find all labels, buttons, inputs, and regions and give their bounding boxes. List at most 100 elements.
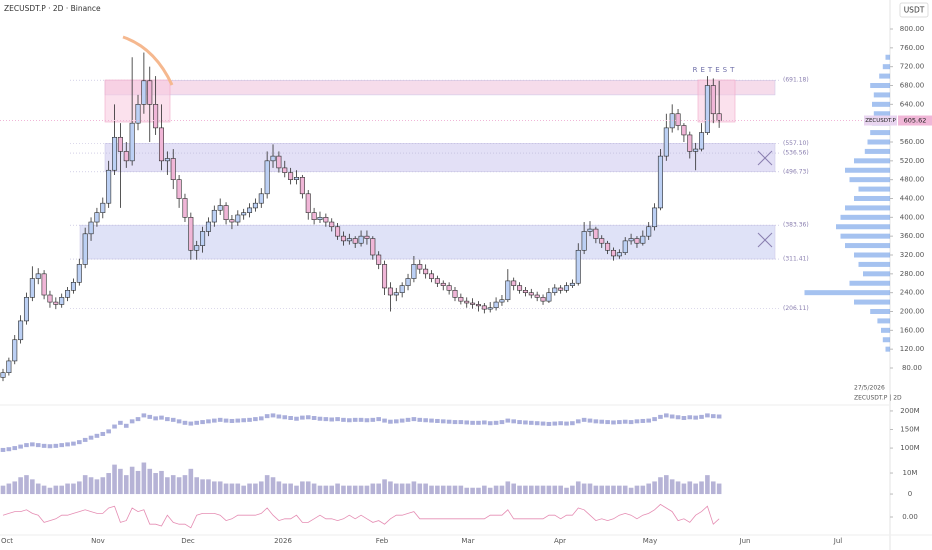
pane-block — [411, 417, 417, 422]
pane-block — [288, 416, 293, 420]
volume-bar — [206, 479, 211, 495]
pane-block — [176, 419, 182, 424]
pane-block — [82, 437, 88, 442]
volume-bar — [65, 483, 70, 495]
volume-bar — [529, 485, 534, 495]
volume-bar — [575, 481, 581, 495]
candle-body — [293, 177, 299, 180]
volume-bar — [605, 485, 610, 495]
candle-body — [599, 238, 605, 244]
pane-block — [194, 420, 200, 425]
pane-block — [159, 415, 164, 420]
volume-profile-bar — [836, 224, 890, 230]
pane-block — [59, 443, 64, 448]
volume-bar — [622, 485, 628, 495]
volume-profile-bar — [840, 233, 890, 239]
pane-tick-label: 10M — [903, 469, 918, 477]
volume-bar — [358, 485, 364, 495]
candle-body — [252, 202, 258, 209]
pane-block — [452, 420, 458, 425]
volume-bar — [47, 487, 53, 495]
volume-profile-bar — [872, 101, 890, 107]
pane-block — [693, 415, 698, 420]
pane-block — [382, 418, 387, 423]
candle-body — [663, 127, 669, 157]
pane-block — [705, 413, 710, 418]
x-tick-label: 2026 — [274, 537, 292, 545]
volume-bar — [452, 485, 458, 495]
candle-body — [610, 249, 616, 257]
candle-body — [687, 134, 693, 152]
volume-bar — [487, 487, 493, 495]
candle-body — [141, 80, 147, 105]
volume-profile-bar — [845, 205, 890, 211]
volume-bar — [511, 483, 516, 495]
volume-bar — [212, 481, 217, 495]
pane-block — [12, 446, 18, 451]
candle-body — [393, 292, 399, 296]
candle-body — [704, 85, 710, 133]
candle-body — [358, 235, 364, 244]
candle-body — [23, 297, 29, 322]
pane-block — [317, 416, 323, 421]
candle-body — [153, 104, 159, 129]
candle-body — [699, 132, 705, 150]
pane-block — [622, 419, 628, 424]
pane-block — [499, 420, 505, 425]
x-tick-label: Jul — [833, 537, 843, 545]
pane-block — [347, 418, 352, 423]
pane-block — [30, 442, 35, 447]
volume-bar — [311, 483, 317, 495]
candle-body — [205, 221, 211, 232]
pane-block — [165, 417, 170, 422]
candle-body — [70, 282, 76, 291]
pane-block — [699, 414, 704, 419]
candle-body — [129, 122, 135, 162]
pane-block — [675, 415, 681, 420]
volume-profile-bar — [854, 252, 890, 258]
pane-block — [305, 415, 311, 420]
volume-profile-bar — [864, 148, 890, 154]
pane-tick-label: 150M — [900, 426, 919, 434]
volume-bar — [118, 468, 123, 495]
pane-block — [435, 418, 440, 423]
y-tick-label: 160.00 — [900, 326, 925, 334]
volume-bar — [570, 485, 575, 495]
currency[interactable]: USDT — [904, 6, 925, 15]
volume-bar — [294, 485, 299, 495]
candle-body — [581, 231, 587, 251]
pane-block — [405, 417, 411, 422]
candle-body — [364, 235, 370, 239]
candle-body — [634, 238, 640, 244]
y-tick-label: 200.00 — [900, 307, 925, 315]
pane-block — [88, 435, 94, 440]
arc-drawing — [122, 35, 174, 86]
candle-body — [382, 264, 388, 289]
candle-body — [65, 290, 71, 298]
pane-block — [300, 415, 305, 420]
volume-bar — [276, 481, 282, 495]
volume-profile-bar — [858, 186, 890, 192]
volume-profile-bar — [870, 308, 890, 314]
candle-body — [505, 280, 511, 301]
volume-bar — [18, 477, 23, 495]
pane-block — [628, 420, 634, 425]
volume-bar — [258, 481, 264, 495]
pane-block — [0, 447, 6, 452]
pane-line — [2, 503, 720, 529]
candle-body — [411, 264, 417, 279]
pane-block — [505, 418, 511, 423]
candle-body — [675, 113, 681, 126]
currency-box[interactable] — [899, 2, 929, 18]
pane-block — [241, 418, 246, 423]
volume-bar — [329, 485, 335, 495]
pane-block — [112, 424, 117, 429]
candle-body — [276, 155, 282, 169]
pane-block — [429, 418, 434, 423]
pane-block — [687, 415, 693, 420]
candle-body — [94, 212, 100, 223]
volume-bar — [182, 475, 188, 495]
pane-block — [605, 420, 610, 425]
pane-block — [341, 417, 346, 422]
